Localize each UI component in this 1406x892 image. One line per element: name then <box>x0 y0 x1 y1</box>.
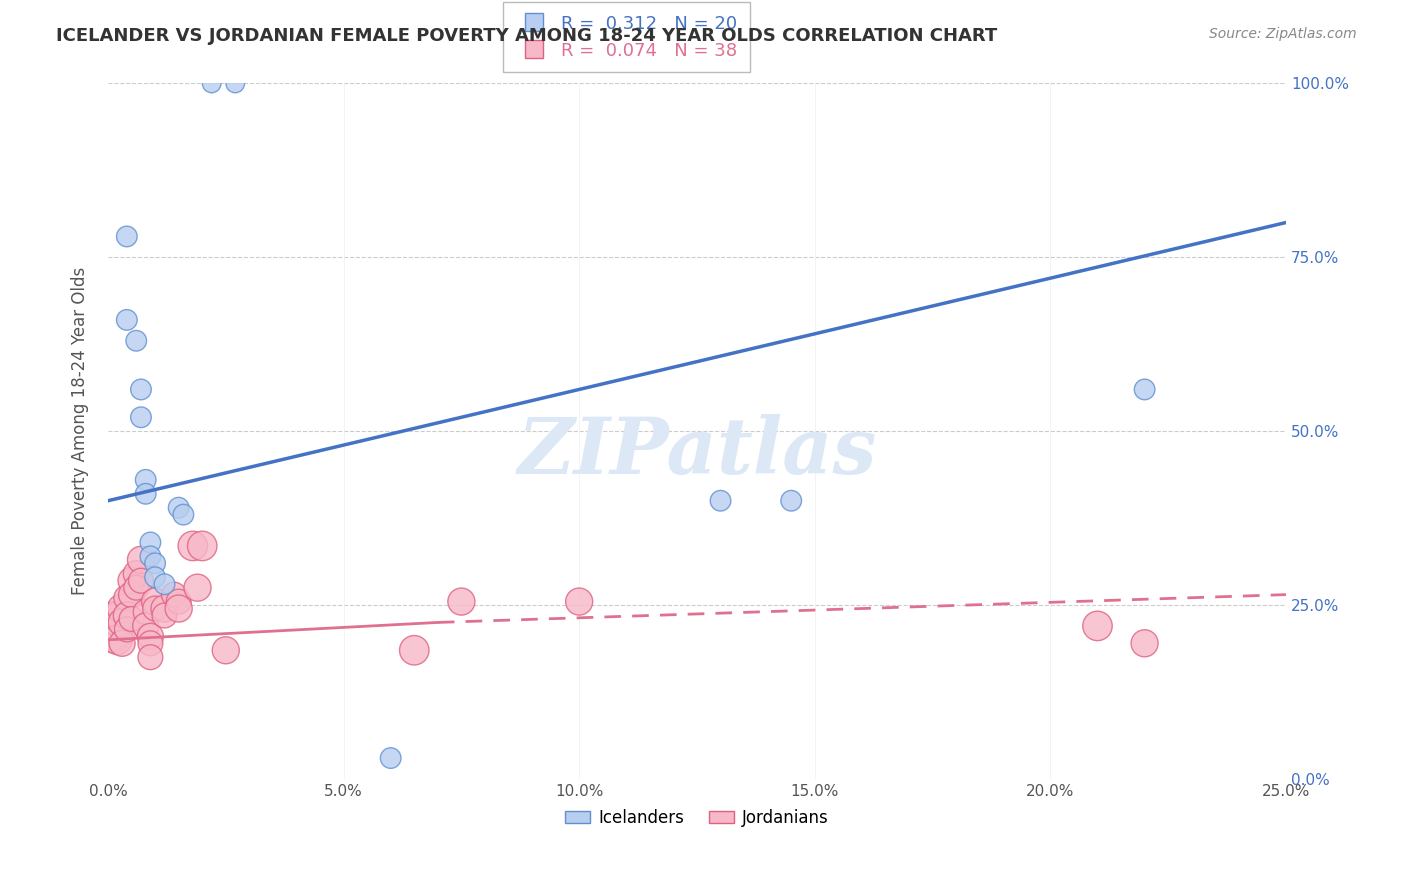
Point <box>121 588 143 602</box>
Point <box>139 535 162 549</box>
Y-axis label: Female Poverty Among 18-24 Year Olds: Female Poverty Among 18-24 Year Olds <box>72 267 89 595</box>
Point <box>121 574 143 588</box>
Point <box>101 619 124 633</box>
Point <box>153 608 176 623</box>
Point <box>107 612 129 626</box>
Point <box>450 594 472 608</box>
Point <box>186 581 208 595</box>
Point <box>135 473 157 487</box>
Point <box>135 619 157 633</box>
Point <box>380 751 402 765</box>
Point <box>139 650 162 665</box>
Point <box>167 500 190 515</box>
Point <box>129 553 152 567</box>
Point <box>111 601 134 615</box>
Point <box>1133 636 1156 650</box>
Point <box>115 623 138 637</box>
Point <box>101 625 124 640</box>
Point <box>115 591 138 606</box>
Point <box>139 636 162 650</box>
Point <box>153 577 176 591</box>
Point <box>215 643 238 657</box>
Point <box>709 493 731 508</box>
Point <box>153 601 176 615</box>
Text: ZIPatlas: ZIPatlas <box>517 414 877 491</box>
Point <box>125 581 148 595</box>
Point <box>143 557 166 571</box>
Point <box>139 629 162 643</box>
Point <box>129 574 152 588</box>
Point <box>111 636 134 650</box>
Point <box>111 615 134 630</box>
Point <box>143 601 166 615</box>
Point <box>224 77 246 91</box>
Point <box>129 410 152 425</box>
Point <box>107 632 129 647</box>
Text: ICELANDER VS JORDANIAN FEMALE POVERTY AMONG 18-24 YEAR OLDS CORRELATION CHART: ICELANDER VS JORDANIAN FEMALE POVERTY AM… <box>56 27 997 45</box>
Text: Source: ZipAtlas.com: Source: ZipAtlas.com <box>1209 27 1357 41</box>
Point <box>172 508 194 522</box>
Point <box>129 383 152 397</box>
Point <box>115 608 138 623</box>
Point <box>143 594 166 608</box>
Point <box>135 487 157 501</box>
Point <box>121 612 143 626</box>
Point <box>125 334 148 348</box>
Point <box>1133 383 1156 397</box>
Point <box>163 588 186 602</box>
Point <box>125 566 148 581</box>
Point <box>135 605 157 619</box>
Point <box>167 594 190 608</box>
Point <box>139 549 162 564</box>
Point <box>115 313 138 327</box>
Point <box>568 594 591 608</box>
Point <box>780 493 803 508</box>
Point <box>143 570 166 584</box>
Point <box>191 539 214 553</box>
Point <box>181 539 204 553</box>
Point <box>167 601 190 615</box>
Point <box>404 643 426 657</box>
Point <box>115 229 138 244</box>
Point <box>201 77 224 91</box>
Point <box>1087 619 1109 633</box>
Legend: Icelanders, Jordanians: Icelanders, Jordanians <box>558 802 835 833</box>
